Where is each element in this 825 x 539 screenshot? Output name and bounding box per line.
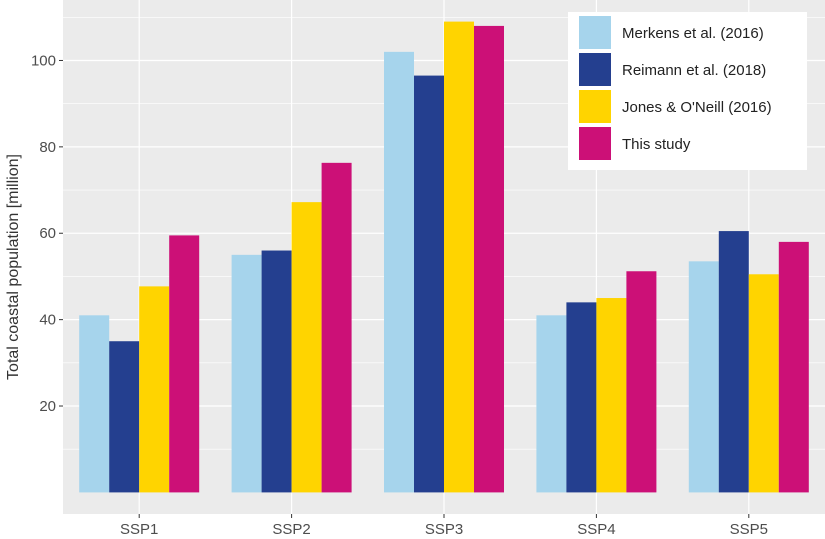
legend-label: Jones & O'Neill (2016) (622, 99, 772, 116)
x-tick-label: SSP5 (730, 521, 768, 538)
bar-ssp1-2 (109, 341, 140, 493)
y-tick-label: 100 (31, 52, 56, 69)
legend-label: This study (622, 136, 691, 153)
bar-ssp1-3 (139, 286, 170, 493)
bar-ssp4-2 (566, 302, 597, 493)
legend-label: Reimann et al. (2018) (622, 62, 766, 79)
bar-ssp5-1 (688, 261, 719, 493)
bar-ssp3-2 (414, 75, 444, 493)
x-tick-label: SSP1 (120, 521, 158, 538)
bar-ssp4-3 (596, 298, 627, 493)
x-tick-label: SSP2 (272, 521, 310, 538)
legend-label: Merkens et al. (2016) (622, 25, 764, 42)
bar-ssp2-3 (291, 202, 322, 493)
bar-ssp3-4 (474, 25, 504, 493)
y-axis-label: Total coastal population [million] (5, 154, 22, 380)
bar-ssp4-4 (626, 271, 657, 493)
bar-ssp3-3 (444, 21, 474, 493)
legend-swatch (579, 53, 611, 86)
legend-swatch (579, 16, 611, 49)
bar-ssp2-1 (231, 254, 262, 493)
x-tick-label: SSP4 (577, 521, 615, 538)
x-tick-label: SSP3 (425, 521, 463, 538)
bar-ssp5-3 (748, 274, 779, 493)
bar-ssp1-4 (169, 235, 200, 493)
legend-swatch (579, 90, 611, 123)
bar-ssp5-4 (778, 241, 809, 493)
bar-ssp2-4 (321, 162, 352, 493)
bar-ssp3-1 (384, 51, 414, 493)
y-tick-label: 60 (39, 225, 56, 242)
y-tick-label: 20 (39, 398, 56, 415)
bar-ssp4-1 (536, 315, 567, 493)
bar-ssp5-2 (718, 231, 749, 493)
y-tick-label: 40 (39, 312, 56, 329)
bar-ssp1-1 (79, 315, 110, 493)
bar-ssp2-2 (261, 250, 292, 493)
legend-swatch (579, 127, 611, 160)
y-tick-label: 80 (39, 139, 56, 156)
